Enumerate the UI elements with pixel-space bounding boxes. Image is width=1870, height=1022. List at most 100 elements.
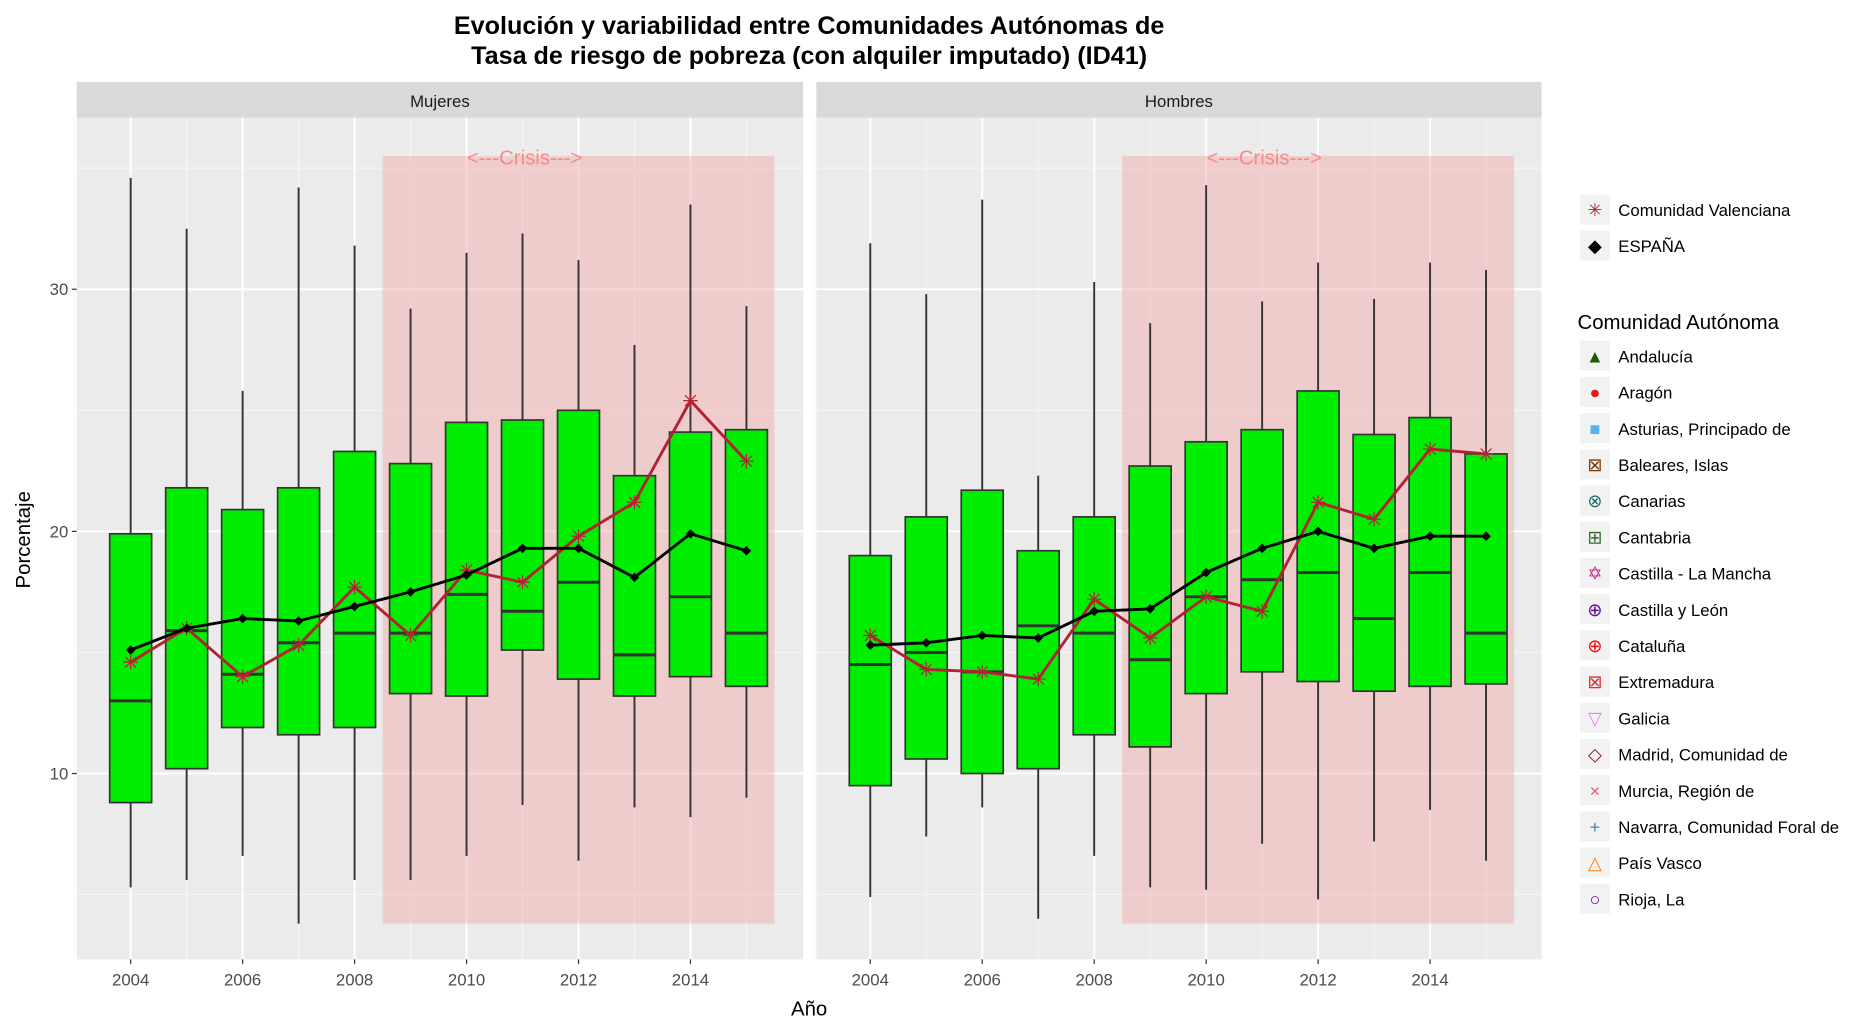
- legend-key: [1579, 811, 1610, 842]
- legend-label: Galicia: [1618, 709, 1670, 728]
- box: [724, 428, 769, 688]
- boxplot-2004: [848, 243, 893, 898]
- legend-label: País Vasco: [1618, 854, 1702, 873]
- x-tick-label: 2008: [1076, 971, 1113, 990]
- valenciana-line: [129, 398, 748, 679]
- legend-label: Aragón: [1618, 384, 1672, 403]
- legend-label: ESPAÑA: [1618, 236, 1686, 256]
- legend-key: [1579, 557, 1610, 588]
- legend-label: Cataluña: [1618, 637, 1686, 656]
- legend-label: Madrid, Comunidad de: [1618, 746, 1788, 765]
- legend-key: [1579, 521, 1610, 552]
- espana-point: [1033, 633, 1044, 643]
- legend-key: [1579, 738, 1610, 769]
- legend-key: [1579, 883, 1610, 914]
- boxplot-2007: [276, 187, 321, 924]
- box: [1408, 416, 1452, 688]
- legend-symbol-icon: +: [1590, 817, 1601, 837]
- valenciana-point: [975, 664, 990, 680]
- valenciana-point: [627, 495, 642, 510]
- valenciana-point: [1086, 591, 1102, 607]
- x-tick-label: 2008: [336, 971, 373, 990]
- legend-key: [1579, 230, 1610, 261]
- boxplot-2010: [444, 252, 489, 856]
- espana-point: [1313, 526, 1323, 537]
- valenciana-point: [1031, 671, 1046, 687]
- espana-point: [1425, 531, 1435, 542]
- legend-key: [1579, 485, 1610, 516]
- legend-symbol-icon: ■: [1589, 419, 1600, 439]
- espana-point: [517, 543, 528, 554]
- panel-hombres: Hombres <---Crisis---> 2004 2006 2008 2010 201…: [813, 81, 1542, 990]
- legend-label: Baleares, Islas: [1618, 456, 1728, 475]
- legend-label: Cantabria: [1618, 528, 1691, 547]
- box: [1352, 433, 1396, 693]
- legend-label: Comunidad Valenciana: [1618, 201, 1791, 220]
- chart-title-line1: Evolución y variabilidad entre Comunidad…: [454, 12, 1165, 40]
- crisis-label: <---Crisis--->: [1206, 147, 1321, 169]
- espana-line: [870, 529, 1487, 647]
- valenciana-point: [347, 579, 362, 595]
- box: [904, 516, 949, 760]
- legend-symbol-icon: ⊕: [1587, 636, 1602, 656]
- panel-mujeres: Mujeres<---Crisis--->2004 2006 2008 2010 201…: [50, 81, 804, 990]
- espana-point: [1089, 606, 1099, 617]
- valenciana-line: [869, 447, 1487, 681]
- boxplot-2015: [724, 306, 769, 798]
- legend-key: [1579, 630, 1610, 661]
- valenciana-point: [123, 654, 138, 670]
- legend-key: [1579, 449, 1610, 480]
- chart-title-line2: Tasa de riesgo de pobreza (con alquiler …: [471, 42, 1147, 70]
- legend-symbol-icon: ✡: [1587, 564, 1602, 584]
- legend-symbol-icon: △: [1588, 853, 1602, 873]
- espana-point: [1257, 543, 1267, 554]
- legend-symbol-icon: ●: [1589, 383, 1600, 403]
- valenciana-point: [1422, 441, 1438, 457]
- boxplot-2014: [1408, 262, 1452, 810]
- facet-strip: [816, 81, 1542, 118]
- legend-key: [1579, 376, 1610, 407]
- legend-symbol-icon: ○: [1589, 889, 1600, 909]
- boxplot-2005: [904, 294, 949, 837]
- x-tick-label: 2004: [852, 971, 889, 990]
- legend-key: [1579, 194, 1610, 225]
- valenciana-point: [1142, 630, 1158, 646]
- x-tick-label: 2014: [672, 971, 709, 990]
- legend-title: Comunidad Autónoma: [1578, 312, 1780, 334]
- valenciana-point: [571, 529, 586, 544]
- legend-label: Andalucía: [1618, 347, 1693, 366]
- legend-symbol-icon: ⊞: [1587, 527, 1602, 547]
- y-axis-label: Porcentaje: [13, 491, 35, 588]
- espana-point: [461, 570, 472, 580]
- valenciana-point: [291, 637, 306, 653]
- valenciana-point: [1478, 446, 1494, 462]
- legend-label: Rioja, La: [1618, 890, 1685, 909]
- legend-label: Canarias: [1618, 492, 1685, 511]
- legend-key: [1579, 775, 1610, 806]
- legend-label: Castilla - La Mancha: [1618, 565, 1771, 584]
- legend-key: [1579, 666, 1610, 697]
- x-tick-label: 2004: [112, 971, 149, 990]
- x-tick-label: 2012: [1299, 971, 1336, 990]
- espana-point: [293, 616, 304, 626]
- valenciana-point: [235, 669, 250, 684]
- valenciana-point: [515, 575, 530, 590]
- espana-point: [865, 640, 876, 650]
- legend-label: Asturias, Principado de: [1618, 420, 1790, 439]
- boxplot-2015: [1464, 269, 1508, 861]
- x-tick-label: 2006: [224, 971, 261, 990]
- legend-symbol-icon: ✳: [1587, 200, 1602, 220]
- x-tick-label: 2014: [1411, 971, 1448, 990]
- facet-label: Mujeres: [410, 92, 470, 111]
- legend-symbol-icon: ⊠: [1587, 672, 1602, 692]
- box: [668, 431, 713, 678]
- facet-strip: [76, 81, 804, 118]
- y-tick-label: 20: [50, 522, 69, 541]
- valenciana-point: [1254, 604, 1270, 619]
- valenciana-point: [1366, 512, 1382, 527]
- legend-key: [1579, 594, 1610, 625]
- valenciana-point: [919, 662, 934, 677]
- espana-point: [741, 545, 752, 556]
- espana-point: [1481, 531, 1491, 542]
- box: [388, 462, 433, 695]
